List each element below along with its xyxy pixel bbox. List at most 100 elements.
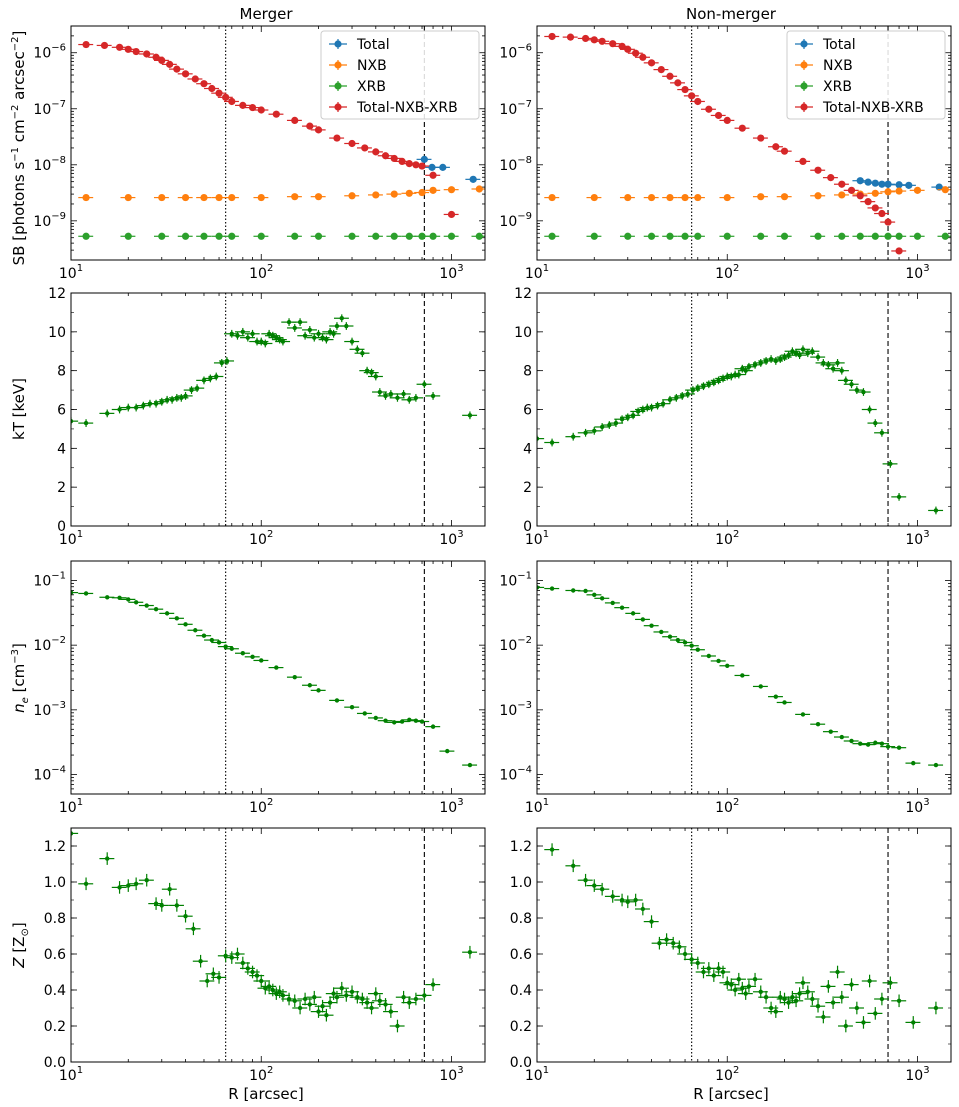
data-point bbox=[896, 745, 902, 750]
data-point bbox=[590, 36, 598, 44]
data-point bbox=[757, 193, 765, 201]
data-point bbox=[838, 232, 846, 240]
data-point bbox=[838, 180, 846, 188]
data-point bbox=[681, 193, 689, 202]
legend-label: Total-NXB-XRB bbox=[356, 100, 458, 116]
data-point bbox=[418, 232, 426, 240]
data-point bbox=[660, 401, 666, 406]
data-point bbox=[856, 192, 864, 200]
data-point bbox=[571, 434, 576, 439]
data-point bbox=[327, 1000, 333, 1005]
series-profile bbox=[71, 590, 478, 768]
x-tick-label: 103 bbox=[439, 529, 463, 548]
data-point bbox=[270, 987, 275, 993]
data-point bbox=[716, 966, 721, 971]
data-point bbox=[339, 316, 344, 321]
data-point bbox=[153, 606, 159, 612]
data-point bbox=[720, 969, 726, 975]
data-point bbox=[786, 1000, 791, 1005]
data-point bbox=[867, 407, 872, 412]
data-point bbox=[885, 744, 891, 749]
data-point bbox=[334, 698, 340, 703]
x-tick-label: 101 bbox=[59, 1065, 83, 1084]
data-point bbox=[689, 643, 694, 648]
data-point bbox=[71, 418, 74, 424]
data-point bbox=[469, 175, 477, 183]
data-point bbox=[849, 382, 854, 387]
series-profile bbox=[71, 828, 478, 1033]
y-tick-label: 0.2 bbox=[510, 1019, 532, 1035]
series-xrb bbox=[78, 232, 485, 240]
data-point bbox=[333, 134, 341, 142]
data-point bbox=[933, 1005, 939, 1011]
data-point bbox=[250, 654, 255, 660]
legend-marker bbox=[334, 40, 342, 48]
x-tick-label: 101 bbox=[59, 263, 83, 282]
x-tick-label: 103 bbox=[905, 797, 929, 816]
data-point bbox=[933, 762, 939, 768]
data-point bbox=[141, 403, 146, 408]
x-tick-label: 102 bbox=[249, 263, 273, 282]
x-tick-label: 103 bbox=[439, 797, 463, 816]
data-point bbox=[740, 366, 745, 371]
data-point bbox=[349, 704, 355, 710]
ylabel-z: Z [Z⊙] bbox=[10, 922, 31, 968]
data-point bbox=[266, 331, 272, 336]
data-point bbox=[856, 177, 864, 185]
data-point bbox=[790, 349, 795, 354]
data-point bbox=[752, 362, 758, 368]
y-tick-label: 0.6 bbox=[510, 947, 532, 963]
data-point bbox=[390, 190, 398, 198]
data-point bbox=[839, 995, 844, 1000]
data-point bbox=[372, 191, 380, 199]
data-point bbox=[933, 508, 939, 513]
data-point bbox=[286, 319, 292, 325]
data-point bbox=[307, 683, 313, 688]
nonmerger-kt-panel: 101 102 103 0 2 4 6 8 10 12 bbox=[514, 286, 952, 548]
xlabel-left: R [arcsec] bbox=[228, 1085, 303, 1103]
data-point bbox=[793, 350, 799, 356]
data-point bbox=[583, 878, 588, 883]
nonmerger-ne-panel: 101 102 103 10−4 10−3 10−2 10−1 bbox=[499, 560, 952, 816]
data-point bbox=[194, 385, 200, 391]
data-point bbox=[291, 116, 299, 125]
legend-marker bbox=[334, 82, 342, 90]
data-point bbox=[805, 350, 810, 356]
data-point bbox=[873, 740, 878, 745]
data-point bbox=[773, 358, 779, 364]
data-point bbox=[674, 79, 682, 87]
data-point bbox=[201, 633, 207, 638]
y-tick-label: 0 bbox=[57, 519, 66, 535]
data-point bbox=[439, 163, 447, 171]
data-point bbox=[297, 319, 303, 325]
data-point bbox=[239, 101, 247, 109]
legend-label: Total-NXB-XRB bbox=[822, 100, 924, 116]
legend-label: XRB bbox=[823, 79, 852, 95]
data-point bbox=[677, 944, 682, 949]
data-point bbox=[292, 674, 297, 680]
axes-frame bbox=[536, 292, 952, 527]
data-point bbox=[884, 218, 892, 226]
data-point bbox=[856, 232, 864, 240]
data-point bbox=[422, 382, 427, 387]
data-point bbox=[83, 420, 89, 426]
series-xrb bbox=[544, 232, 951, 240]
x-tick-label: 103 bbox=[905, 1065, 929, 1084]
data-point bbox=[413, 718, 419, 723]
legend-label: XRB bbox=[357, 79, 386, 95]
data-point bbox=[695, 385, 700, 391]
data-point bbox=[364, 368, 370, 373]
data-point bbox=[625, 415, 630, 420]
data-point bbox=[216, 640, 222, 645]
y-tick-label: 10−9 bbox=[33, 211, 66, 230]
data-point bbox=[124, 193, 132, 202]
data-point bbox=[839, 368, 844, 373]
data-point bbox=[447, 186, 456, 194]
data-point bbox=[307, 1002, 313, 1007]
data-point bbox=[871, 204, 879, 212]
y-tick-label: 0.2 bbox=[44, 1019, 66, 1035]
data-point bbox=[312, 995, 317, 1000]
legend-marker bbox=[334, 103, 342, 111]
